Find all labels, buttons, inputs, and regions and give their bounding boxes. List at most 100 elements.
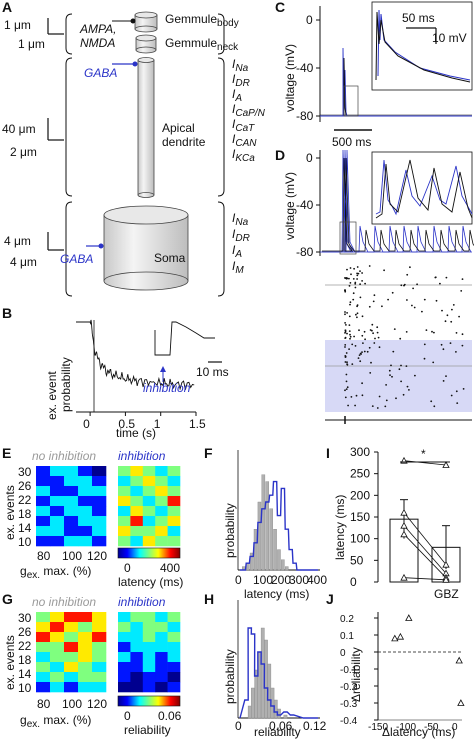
heatmap-cell <box>155 486 168 497</box>
heatmap-cell <box>78 632 93 643</box>
heatmap-cell <box>130 662 144 673</box>
heatmap-cell <box>78 526 93 537</box>
raster-spike <box>435 299 438 302</box>
panel-j-point <box>405 614 413 621</box>
raster-spike <box>378 346 381 349</box>
raster-spike <box>354 281 357 284</box>
raster-spike <box>405 365 408 367</box>
heatmap-cell <box>167 632 181 643</box>
raster-spike <box>400 364 402 367</box>
heatmap-cell <box>142 682 156 693</box>
panel-e-ytick-label: 14 <box>18 521 32 535</box>
raster-spike <box>348 277 350 280</box>
panel-j-ytick-label: -0.3 <box>340 699 358 710</box>
raster-spike <box>346 363 349 366</box>
raster-spike <box>376 326 379 329</box>
heatmap-cell <box>36 506 51 517</box>
panel-b-xtick-label: 1 <box>154 417 161 431</box>
raster-spike <box>344 355 347 357</box>
heatmap-cell <box>64 506 79 517</box>
panel-i-ytick-label: 0 <box>350 575 357 589</box>
heatmap-cell <box>92 466 107 477</box>
raster-spike <box>398 368 401 371</box>
raster-spike <box>345 352 348 354</box>
raster-spike <box>357 357 360 359</box>
gemmule-neck-shape <box>135 34 157 54</box>
panel-d-inset-black <box>375 159 473 219</box>
heatmap-cell <box>36 632 51 643</box>
panel-b-trace <box>76 319 195 391</box>
heatmap-cell <box>50 516 65 527</box>
panel-e-xtick-label: 100 <box>62 549 82 563</box>
heatmap-cell <box>64 652 79 663</box>
heatmap-cell <box>130 496 144 507</box>
panel-i-ytick-label: 50 <box>350 553 364 567</box>
heatmap-cell <box>118 526 131 537</box>
panel-g-xtick-label: 100 <box>62 697 82 711</box>
panel-e-title-left: no inhibition <box>32 449 96 463</box>
histogram-bar-no-inhibition <box>265 481 270 571</box>
panel-e-heatmap-right <box>118 466 181 547</box>
panel-h-xtick-label: 0.06 <box>269 719 293 733</box>
panel-b-inset-trace <box>154 321 215 356</box>
dendrite-label-line1: Apical <box>162 121 195 135</box>
dendrite-current: IKCa <box>232 147 255 164</box>
panel-i-pair-line <box>403 460 447 466</box>
panel-e-cbar-tick: 400 <box>160 561 180 575</box>
panel-g-heatmap-left <box>36 612 107 693</box>
panel-e-ytick-label: 26 <box>18 479 32 493</box>
heatmap-cell <box>92 476 107 487</box>
soma-currents-list: INa IDR IA IM <box>232 211 250 276</box>
panel-i-yticks: 0 50 100 150 200 250 300 <box>350 445 378 589</box>
heatmap-cell <box>155 516 168 527</box>
heatmap-cell <box>36 652 51 663</box>
panel-e-xlabel: gex. max. (%) <box>20 564 91 581</box>
panel-f-xtick-label: 400 <box>307 573 327 587</box>
bracket-soma-right <box>217 201 225 297</box>
heatmap-cell <box>50 486 65 497</box>
raster-spike <box>349 337 351 340</box>
raster-spike <box>389 374 391 376</box>
heatmap-cell <box>118 536 131 547</box>
raster-spike <box>359 296 362 299</box>
panel-label-e: E <box>2 445 11 461</box>
panel-d-ytick-label: -80 <box>296 245 314 259</box>
panel-e-colorbar <box>117 547 181 559</box>
raster-spike <box>349 301 352 304</box>
panel-i-ytick-label: 250 <box>350 467 370 481</box>
histogram-bar-no-inhibition <box>257 501 262 571</box>
heatmap-cell <box>36 496 51 507</box>
panel-label-c: C <box>275 0 285 15</box>
heatmap-cell <box>142 476 156 487</box>
heatmap-cell <box>64 662 79 673</box>
heatmap-cell <box>92 672 107 683</box>
raster-spike <box>346 268 348 271</box>
raster-spike <box>344 313 346 316</box>
heatmap-cell <box>142 526 156 537</box>
bracket-dendrite-right <box>217 57 225 197</box>
heatmap-cell <box>130 486 144 497</box>
heatmap-cell <box>92 682 107 693</box>
heatmap-cell <box>78 466 93 477</box>
raster-spike <box>348 348 350 350</box>
heatmap-cell <box>78 682 93 693</box>
panel-e-cbar-label: latency (ms) <box>118 575 183 589</box>
panel-b-xtick-label: 0 <box>83 417 90 431</box>
heatmap-cell <box>130 526 144 537</box>
soma-current: INa <box>232 211 249 228</box>
raster-spike <box>411 304 413 307</box>
panel-i-ytick-label: 150 <box>350 510 370 524</box>
panel-d-ytick-label: 0 <box>306 151 313 165</box>
heatmap-cell <box>64 476 79 487</box>
raster-spike <box>449 342 452 344</box>
raster-spike <box>430 400 433 403</box>
panel-label-h: H <box>204 591 214 607</box>
panel-j-point <box>455 656 463 664</box>
panel-c-ytick-label: -80 <box>296 109 314 123</box>
panel-j-ylabel: Δreliability <box>349 647 363 702</box>
panel-f-xtick-label: 200 <box>271 573 291 587</box>
panel-i-point <box>400 573 408 581</box>
heatmap-cell <box>130 612 144 623</box>
heatmap-cell <box>50 496 65 507</box>
